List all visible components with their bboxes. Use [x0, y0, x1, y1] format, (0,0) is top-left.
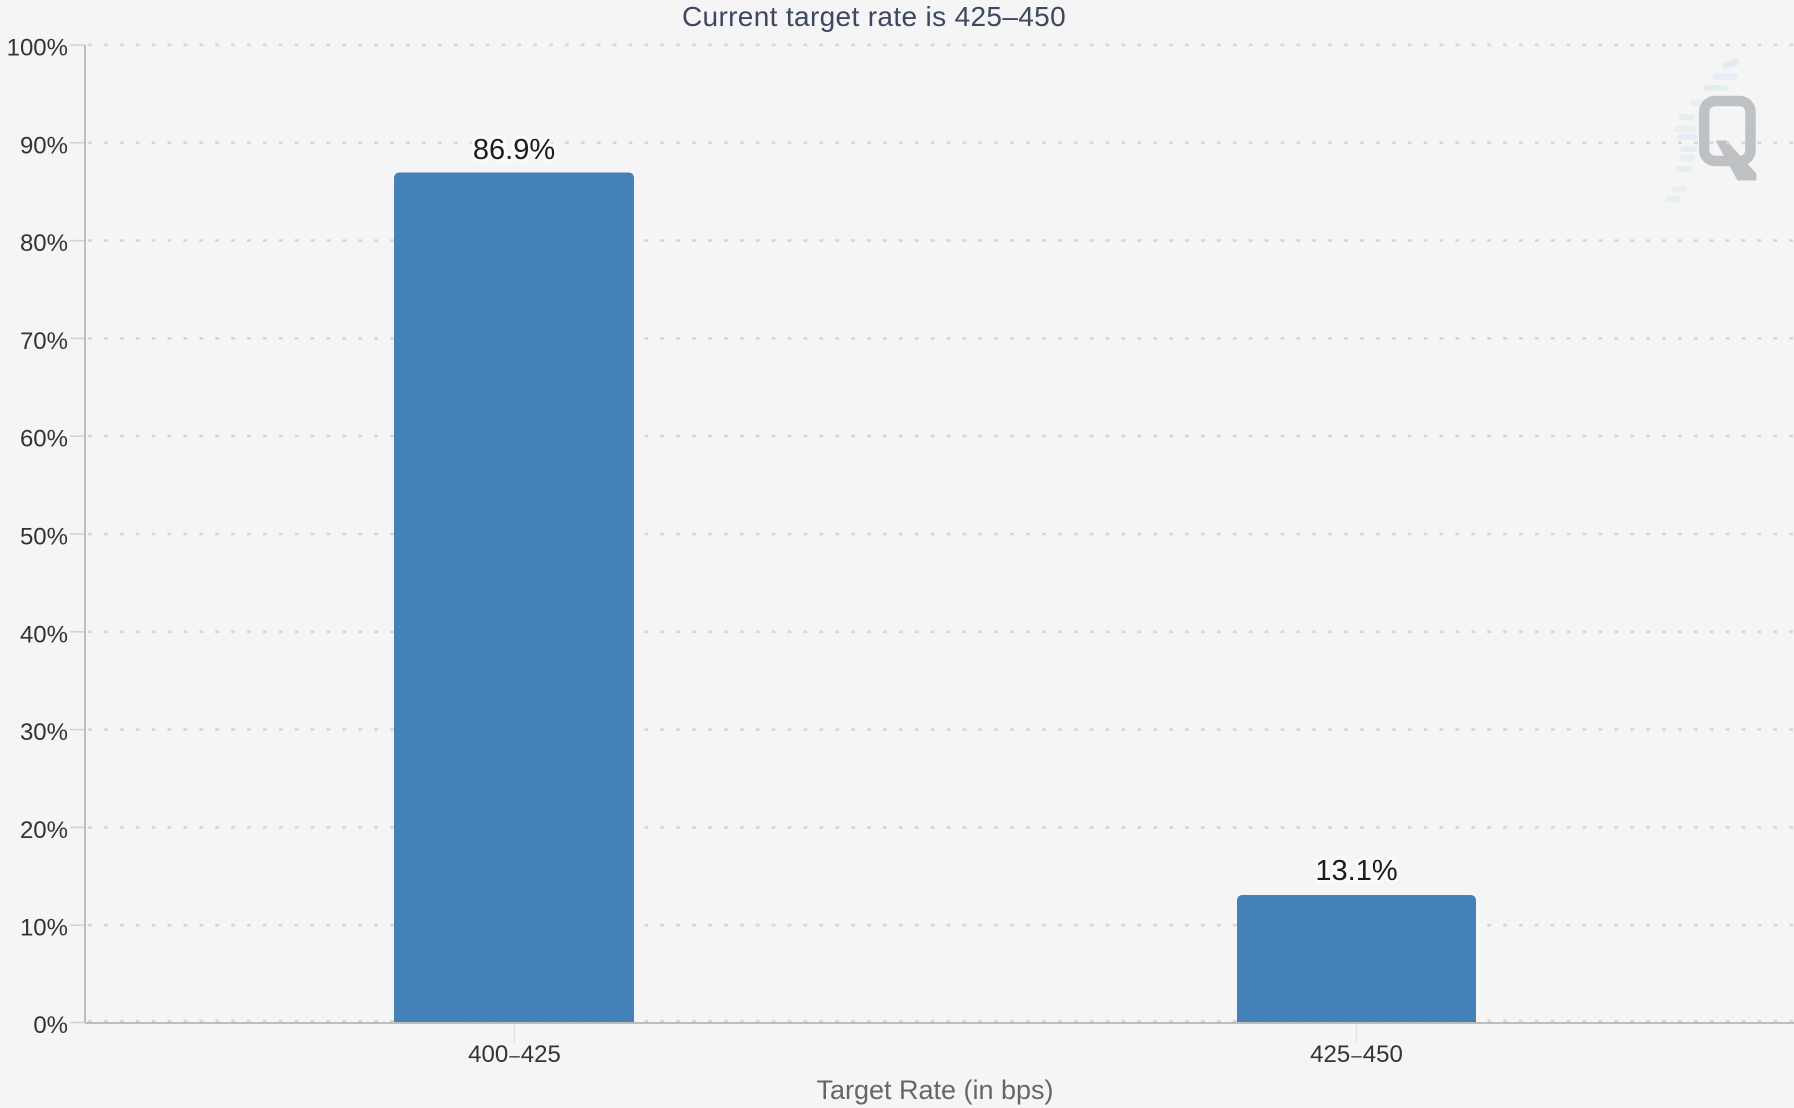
- svg-text:90%: 90%: [20, 132, 68, 159]
- svg-text:20%: 20%: [20, 817, 68, 844]
- svg-text:425–450: 425–450: [1310, 1041, 1403, 1068]
- svg-text:60%: 60%: [20, 426, 68, 453]
- svg-text:0%: 0%: [33, 1012, 68, 1039]
- svg-text:80%: 80%: [20, 230, 68, 257]
- svg-text:86.9%: 86.9%: [473, 134, 555, 166]
- svg-text:30%: 30%: [20, 719, 68, 746]
- svg-text:70%: 70%: [20, 328, 68, 355]
- svg-text:400–425: 400–425: [468, 1041, 561, 1068]
- svg-text:13.1%: 13.1%: [1315, 855, 1397, 887]
- svg-text:100%: 100%: [7, 35, 68, 62]
- svg-text:Current target rate is 425–450: Current target rate is 425–450: [682, 1, 1066, 32]
- svg-text:10%: 10%: [20, 915, 68, 942]
- svg-text:40%: 40%: [20, 621, 68, 648]
- svg-text:Target Rate (in bps): Target Rate (in bps): [816, 1075, 1053, 1105]
- svg-text:50%: 50%: [20, 524, 68, 551]
